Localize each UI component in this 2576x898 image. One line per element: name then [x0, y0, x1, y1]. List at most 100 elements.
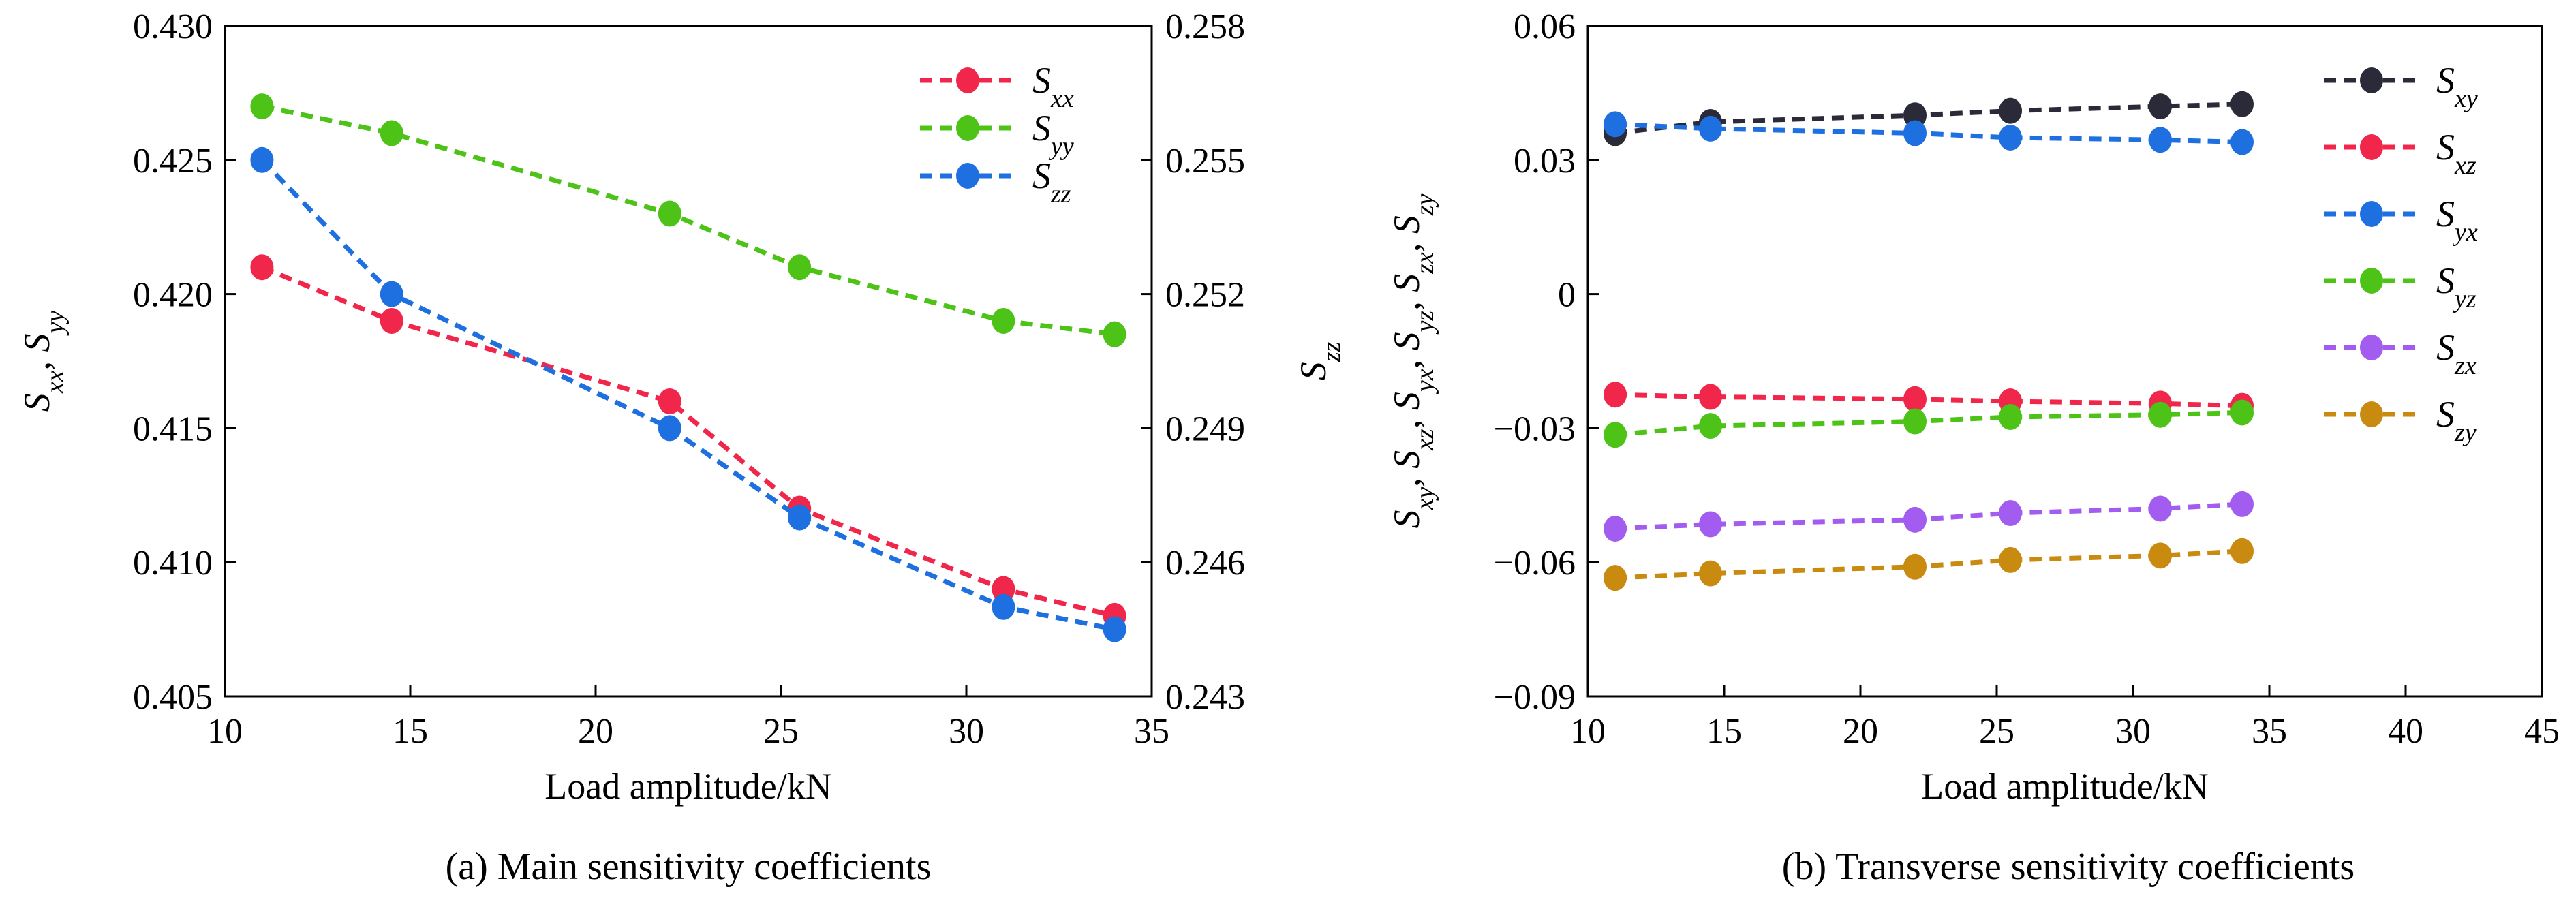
- series-line-zz: [260, 158, 1116, 632]
- chart-b: 10 15 20 25 30 35 40 45 −0.09 −0.06 −0.03 0 0.03 0.06…: [1386, 7, 2560, 888]
- y-right-tick-label: 0.258: [1165, 7, 1245, 46]
- data-point-xx: [658, 388, 681, 415]
- y-tick-label: −0.09: [1494, 678, 1576, 717]
- data-point-yy: [380, 120, 403, 146]
- data-point-zx: [1999, 500, 2022, 527]
- x-tick-label: 15: [1706, 712, 1742, 751]
- y-tick-label: 0.415: [133, 409, 213, 448]
- legend-item-xz: Sxz: [2324, 127, 2477, 180]
- series-line-zy: [1614, 548, 2243, 580]
- data-point-yy: [658, 200, 681, 227]
- y-tick-label: −0.03: [1494, 409, 1576, 448]
- legend-item-yz: Syz: [2324, 260, 2477, 313]
- data-point-yz: [1903, 408, 1927, 435]
- data-point-xy: [1999, 97, 2022, 124]
- data-point-yx: [2230, 129, 2254, 155]
- series-zz: [250, 146, 1126, 642]
- data-point-xy: [2149, 93, 2172, 120]
- data-point-xy: [2230, 91, 2254, 117]
- legend-item-yy: Syy: [920, 108, 1074, 161]
- data-point-zz: [788, 504, 812, 531]
- legend-label: Syz: [2436, 260, 2477, 313]
- series-line-yy: [261, 104, 1116, 337]
- legend-item-yx: Syx: [2324, 193, 2478, 247]
- data-point-yy: [992, 307, 1015, 334]
- legend-label: Syx: [2436, 193, 2478, 247]
- series-zx: [1604, 491, 2254, 542]
- legend-label: Sxz: [2436, 127, 2477, 180]
- y-right-axis-label: Szz: [1293, 342, 1346, 381]
- x-tick-label: 40: [2388, 712, 2423, 751]
- series-zy: [1604, 538, 2254, 591]
- series-yx: [1604, 111, 2254, 155]
- series-line-xx: [261, 265, 1116, 619]
- x-tick-label: 20: [578, 712, 613, 751]
- y-tick-label: 0.420: [133, 276, 213, 315]
- data-point-zy: [2230, 538, 2254, 564]
- y-right-tick-label: 0.246: [1165, 544, 1245, 583]
- legend-marker: [2360, 134, 2383, 160]
- legend-item-xx: Sxx: [920, 60, 1074, 113]
- series-line-zx: [1614, 501, 2243, 531]
- data-point-zy: [1903, 553, 1927, 580]
- y-tick-label: 0.410: [133, 544, 213, 583]
- legend-marker: [2360, 67, 2383, 93]
- data-point-yz: [1604, 422, 1627, 448]
- data-point-xy: [1903, 102, 1927, 129]
- legend-marker: [2360, 201, 2383, 227]
- series-line-yz: [1614, 409, 2243, 437]
- data-point-xx: [250, 254, 274, 281]
- y-axis-label: Sxx, Syy: [16, 311, 70, 412]
- plot-frame: [224, 25, 1153, 698]
- data-point-xz: [1699, 384, 1722, 410]
- y-tick-label: 0.03: [1514, 142, 1576, 181]
- x-axis-label: Load amplitude/kN: [1921, 766, 2208, 807]
- x-tick-label: 10: [1570, 712, 1606, 751]
- legend-label: Sxx: [1032, 60, 1074, 113]
- series-yz: [1604, 399, 2254, 448]
- data-point-yx: [1699, 115, 1722, 142]
- data-point-zx: [2230, 491, 2254, 517]
- x-tick-label: 30: [949, 712, 984, 751]
- x-tick-label: 20: [1843, 712, 1878, 751]
- data-point-yz: [2149, 401, 2172, 428]
- figure-caption: (a) Main sensitivity coefficients: [446, 846, 932, 888]
- x-tick-label: 10: [207, 712, 243, 751]
- y-tick-label: 0.405: [133, 678, 213, 717]
- legend-item-xy: Sxy: [2324, 60, 2478, 113]
- legend-label: Sxy: [2436, 60, 2478, 113]
- data-point-zz: [992, 593, 1015, 620]
- data-point-zy: [1604, 565, 1627, 591]
- data-point-yx: [1903, 120, 1927, 146]
- data-point-xz: [1604, 382, 1627, 408]
- data-point-zz: [1103, 616, 1126, 642]
- y-tick-label: 0.425: [133, 142, 213, 181]
- data-point-yz: [1699, 413, 1722, 439]
- x-axis-label: Load amplitude/kN: [545, 766, 831, 807]
- data-point-yx: [2149, 127, 2172, 153]
- legend-label: Szz: [1032, 155, 1071, 208]
- legend-item-zx: Szx: [2324, 327, 2477, 380]
- data-point-xx: [992, 576, 1015, 602]
- x-tick-label: 35: [1134, 712, 1169, 751]
- data-point-yy: [1103, 321, 1126, 347]
- series-line-xz: [1614, 392, 2243, 409]
- y-right-tick-label: 0.252: [1165, 276, 1245, 315]
- figure-caption: (b) Transverse sensitivity coefficients: [1782, 846, 2355, 888]
- data-point-yx: [1604, 111, 1627, 138]
- data-point-zz: [658, 415, 681, 442]
- data-point-zx: [1903, 506, 1927, 533]
- x-tick-label: 35: [2252, 712, 2287, 751]
- legend-label: Szy: [2436, 394, 2477, 447]
- y-tick-label: 0.430: [133, 7, 213, 46]
- data-point-zy: [1999, 546, 2022, 573]
- data-point-xz: [1903, 386, 1927, 412]
- y-tick-label: −0.06: [1494, 544, 1576, 583]
- data-point-zz: [250, 146, 274, 173]
- data-point-zx: [2149, 495, 2172, 522]
- y-axis-label: Sxy, Sxz, Syx, Syz, Szx, Szy: [1386, 193, 1439, 528]
- data-point-zx: [1699, 511, 1722, 538]
- chart-a: 10 15 20 25 30 35 0.405 0.410 0.415 0.420 0.425 0.4…: [16, 7, 1346, 888]
- legend-marker: [956, 115, 979, 141]
